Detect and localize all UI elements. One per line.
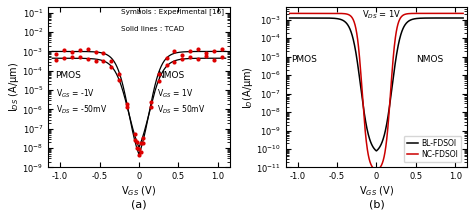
Point	[68, 50, 76, 54]
BL-FDSOI	[374, 150, 379, 152]
NC-FDSOI	[298, 12, 303, 15]
Point	[108, 65, 115, 69]
Text: V$_{DS}$ = -50mV: V$_{DS}$ = -50mV	[55, 103, 107, 116]
Point	[147, 100, 155, 104]
NC-FDSOI	[287, 12, 292, 15]
Point	[84, 47, 91, 51]
Text: V$_{DS}$ = 50mV: V$_{DS}$ = 50mV	[157, 103, 206, 116]
Point	[179, 53, 186, 56]
X-axis label: V$_{GS}$ (V): V$_{GS}$ (V)	[121, 184, 156, 198]
Point	[52, 59, 60, 62]
NC-FDSOI	[437, 12, 442, 15]
Point	[155, 79, 163, 83]
Text: PMOS: PMOS	[291, 55, 317, 64]
Point	[186, 55, 194, 59]
Point	[52, 52, 60, 56]
Point	[116, 72, 123, 76]
Point	[134, 146, 141, 150]
Point	[92, 59, 100, 63]
BL-FDSOI	[398, 35, 403, 37]
Point	[100, 52, 107, 55]
BL-FDSOI	[437, 17, 442, 19]
BL-FDSOI	[388, 97, 393, 100]
Point	[210, 49, 218, 53]
NC-FDSOI	[374, 169, 379, 171]
Point	[218, 47, 226, 51]
NC-FDSOI	[392, 38, 398, 41]
Point	[131, 139, 139, 142]
Text: (a): (a)	[131, 200, 147, 209]
Point	[179, 58, 186, 61]
Point	[108, 59, 115, 62]
Legend: BL-FDSOI, NC-FDSOI: BL-FDSOI, NC-FDSOI	[404, 136, 461, 162]
BL-FDSOI	[392, 62, 398, 65]
Point	[139, 136, 146, 139]
NC-FDSOI	[398, 17, 403, 19]
Text: V$_{GS}$ = 1V: V$_{GS}$ = 1V	[157, 87, 193, 100]
Point	[163, 64, 170, 67]
Point	[60, 56, 68, 60]
Line: NC-FDSOI: NC-FDSOI	[290, 13, 463, 170]
Point	[218, 55, 226, 59]
Y-axis label: I$_D$(A/μm): I$_D$(A/μm)	[241, 66, 255, 109]
Text: Symbols : Experimental [16]: Symbols : Experimental [16]	[121, 9, 224, 15]
Point	[202, 51, 210, 55]
Point	[100, 59, 107, 63]
Point	[210, 58, 218, 62]
Point	[171, 49, 178, 53]
Point	[163, 57, 170, 60]
BL-FDSOI	[419, 17, 424, 19]
Text: V$_{GS}$ = -1V: V$_{GS}$ = -1V	[55, 87, 95, 100]
BL-FDSOI	[460, 17, 466, 19]
Point	[194, 57, 202, 61]
Point	[76, 56, 83, 59]
Point	[92, 50, 100, 53]
Point	[137, 151, 144, 154]
Point	[76, 48, 83, 52]
NC-FDSOI	[419, 12, 424, 15]
Text: V$_{DS}$ = 1V: V$_{DS}$ = 1V	[362, 9, 401, 21]
Point	[194, 47, 202, 51]
BL-FDSOI	[298, 17, 303, 19]
Point	[186, 49, 194, 53]
Point	[171, 60, 178, 63]
Point	[116, 78, 123, 82]
Point	[137, 141, 144, 145]
Point	[131, 133, 139, 136]
Point	[155, 73, 163, 76]
Point	[202, 54, 210, 58]
Point	[123, 103, 131, 106]
Text: (b): (b)	[368, 200, 384, 209]
Point	[135, 153, 143, 157]
Point	[135, 147, 143, 150]
Line: BL-FDSOI: BL-FDSOI	[290, 18, 463, 151]
Text: NMOS: NMOS	[416, 55, 444, 64]
Point	[147, 105, 155, 109]
Text: NMOS: NMOS	[157, 71, 184, 80]
NC-FDSOI	[460, 12, 466, 15]
X-axis label: V$_{GS}$ (V): V$_{GS}$ (V)	[359, 184, 394, 198]
Y-axis label: I$_{DS}$ (A/μm): I$_{DS}$ (A/μm)	[7, 62, 21, 112]
Point	[60, 48, 68, 52]
BL-FDSOI	[287, 17, 292, 19]
Point	[68, 55, 76, 59]
Point	[134, 140, 141, 144]
Text: PMOS: PMOS	[55, 71, 82, 80]
Text: Solid lines : TCAD: Solid lines : TCAD	[121, 26, 184, 32]
Point	[123, 106, 131, 109]
Point	[139, 141, 146, 145]
Point	[84, 57, 91, 60]
NC-FDSOI	[388, 91, 393, 93]
